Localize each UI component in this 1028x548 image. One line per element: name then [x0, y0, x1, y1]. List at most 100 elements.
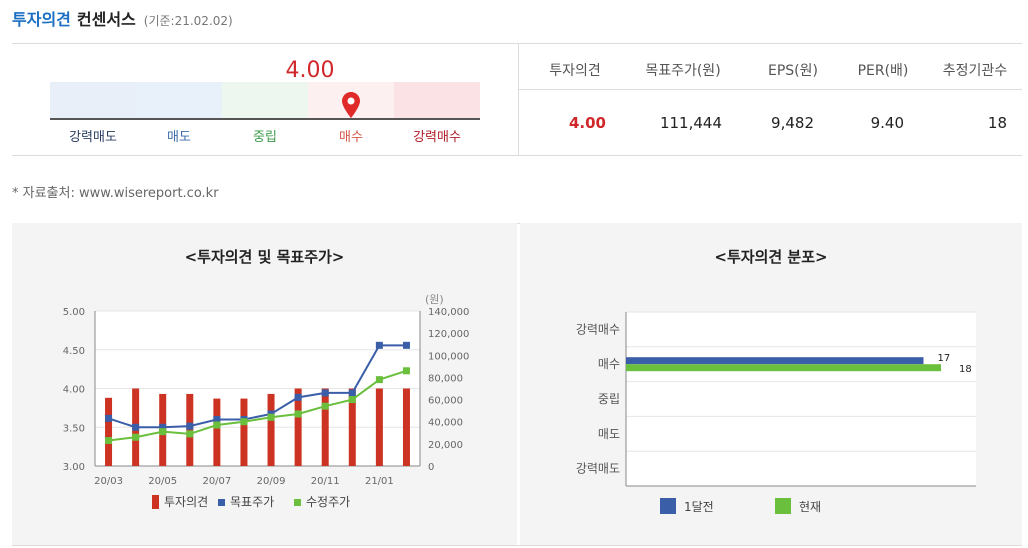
gauge-label: 강력매수	[413, 130, 461, 145]
y-tick-label: 강력매수	[576, 322, 620, 336]
location-pin-icon	[342, 92, 360, 118]
bar	[186, 393, 194, 466]
divider	[518, 43, 519, 155]
opinion-gauge	[50, 82, 480, 120]
table-header: 목표주가(원)	[645, 63, 721, 79]
gauge-label: 매도	[167, 130, 191, 145]
table-divider	[518, 89, 1022, 90]
y-right-tick-label: 80,000	[428, 373, 463, 384]
gauge-label: 중립	[253, 130, 277, 145]
header-subtitle: 컨센서스	[76, 10, 136, 29]
bar	[375, 388, 383, 466]
data-label: 17	[938, 353, 951, 364]
divider	[12, 43, 1022, 44]
source-note: * 자료출처: www.wisereport.co.kr	[12, 186, 219, 201]
legend-label: 투자의견	[164, 495, 208, 509]
divider	[12, 155, 1022, 156]
data-point	[132, 423, 140, 431]
table-header: 추정기관수	[942, 63, 1008, 79]
data-point	[375, 376, 383, 384]
y-tick-label: 강력매도	[576, 462, 620, 476]
legend-marker	[152, 495, 159, 509]
data-point	[240, 418, 248, 426]
legend-marker	[775, 498, 791, 514]
header-title: 투자의견	[12, 10, 71, 29]
legend-marker	[294, 499, 301, 506]
y-tick-label: 3.50	[63, 423, 85, 434]
data-point	[159, 428, 167, 436]
x-tick-label: 21/01	[365, 476, 394, 487]
legend-label: 현재	[799, 500, 821, 514]
data-point	[105, 437, 113, 445]
bar	[213, 398, 221, 466]
y-tick-label: 4.00	[63, 385, 85, 396]
legend-marker	[660, 498, 676, 514]
table-cell: 4.00	[568, 114, 606, 132]
data-point	[294, 410, 302, 418]
y-right-tick-label: 120,000	[428, 329, 469, 340]
series-line	[108, 369, 407, 442]
y-tick-label: 3.00	[63, 462, 85, 473]
gauge-label: 매수	[339, 130, 363, 145]
data-point	[132, 433, 140, 441]
legend-label: 1달전	[684, 500, 714, 514]
bar	[267, 393, 275, 466]
y-right-tick-label: 140,000	[428, 307, 469, 318]
data-point	[321, 402, 329, 410]
table-header: PER(배)	[857, 63, 909, 79]
gauge-segment	[50, 82, 136, 118]
y-right-axis-label: (원)	[425, 293, 444, 306]
chart-title: <투자의견 분포>	[714, 248, 828, 266]
data-point	[294, 393, 302, 401]
series-line	[108, 344, 407, 429]
data-point	[267, 413, 275, 421]
data-point	[348, 389, 356, 397]
y-tick-label: 5.00	[63, 307, 85, 318]
x-tick-label: 20/05	[148, 476, 177, 487]
x-tick-label: 20/03	[94, 476, 123, 487]
divider	[12, 223, 1022, 224]
chart-title: <투자의견 및 목표주가>	[184, 248, 345, 266]
bar	[105, 397, 113, 466]
divider	[12, 545, 1022, 546]
y-tick-label: 중립	[598, 392, 620, 406]
gauge-labels: 강력매도 매도 중립 매수 강력매수	[50, 126, 480, 145]
data-point	[186, 422, 194, 430]
y-right-tick-label: 100,000	[428, 351, 469, 362]
bar	[402, 388, 410, 466]
legend-label: 목표주가	[230, 495, 274, 509]
y-right-tick-label: 60,000	[428, 396, 463, 407]
gauge-label: 강력매도	[69, 130, 117, 145]
legend-label: 수정주가	[306, 495, 350, 509]
data-point	[159, 423, 167, 431]
x-tick-label: 20/11	[311, 476, 340, 487]
table-cell: 111,444	[659, 114, 722, 132]
data-point	[186, 430, 194, 438]
bar	[348, 388, 356, 466]
table-cell: 18	[987, 114, 1007, 132]
x-tick-label: 20/07	[202, 476, 231, 487]
y-tick-label: 4.50	[63, 346, 85, 357]
data-point	[402, 367, 410, 375]
gauge-segment	[394, 82, 480, 118]
table-header: 투자의견	[549, 63, 601, 79]
data-label: 18	[959, 364, 972, 375]
y-tick-label: 매도	[598, 427, 620, 441]
gauge-value: 4.00	[285, 58, 335, 83]
table-cell: 9,482	[771, 114, 814, 132]
table-cell: 9.40	[870, 114, 904, 132]
bar	[626, 364, 941, 372]
data-point	[402, 341, 410, 349]
bar	[321, 388, 329, 466]
data-point	[213, 421, 221, 429]
data-point	[105, 414, 113, 422]
gauge-segment	[222, 82, 308, 118]
y-right-tick-label: 0	[428, 462, 434, 473]
x-tick-label: 20/09	[257, 476, 286, 487]
y-right-tick-label: 40,000	[428, 418, 463, 429]
y-tick-label: 매수	[598, 357, 620, 371]
gauge-segment	[136, 82, 222, 118]
plot-area	[626, 312, 976, 486]
bar	[240, 398, 248, 466]
